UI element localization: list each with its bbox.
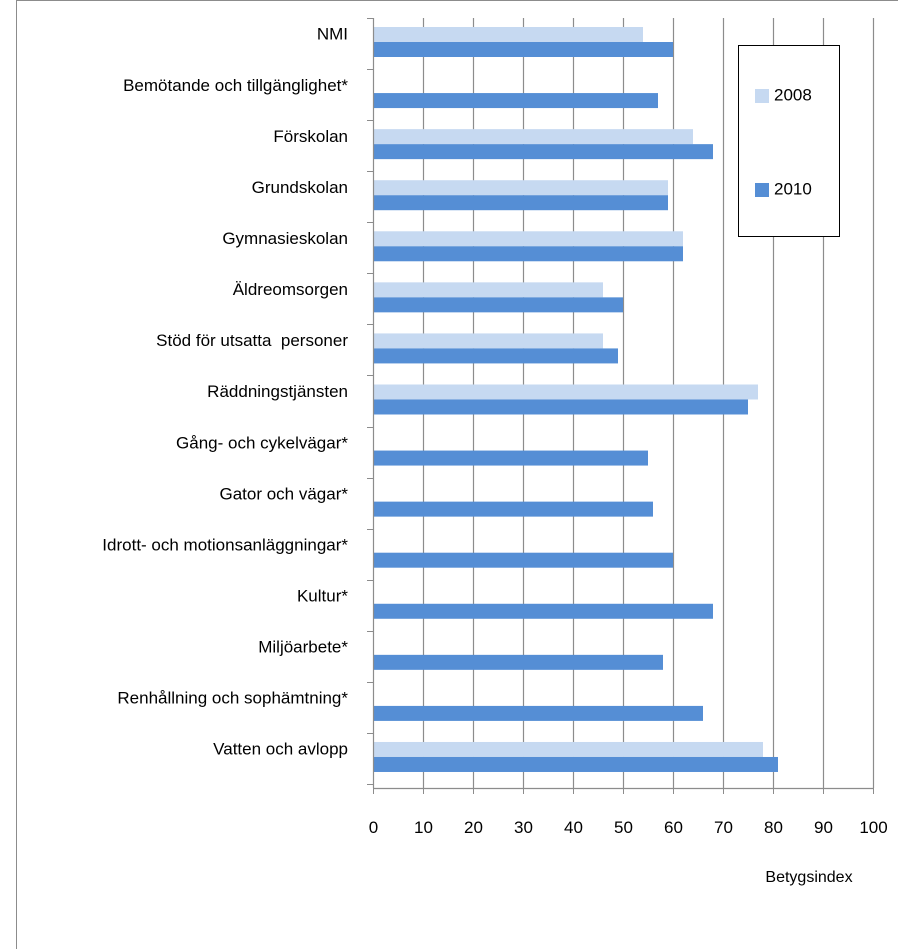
bar-2010 <box>373 297 623 313</box>
x-tick-label: 50 <box>614 818 633 837</box>
bar-2010 <box>373 756 778 772</box>
legend-swatch-2008 <box>755 89 769 103</box>
x-tick-label: 0 <box>369 818 378 837</box>
legend-label-2010: 2010 <box>774 179 812 198</box>
category-label: Gång- och cykelvägar* <box>176 433 348 452</box>
category-label: NMI <box>317 25 348 44</box>
x-tick-label: 100 <box>859 818 887 837</box>
category-label: Äldreomsorgen <box>233 280 348 299</box>
bar-2008 <box>373 333 603 349</box>
bar-2008 <box>373 231 683 247</box>
category-label: Gymnasieskolan <box>222 229 348 248</box>
bar-2010 <box>373 654 663 670</box>
chart-frame <box>16 0 898 949</box>
x-tick-label: 80 <box>764 818 783 837</box>
legend-label-2008: 2008 <box>774 85 812 104</box>
category-label: Renhållning och sophämtning* <box>117 689 348 708</box>
category-label: Vatten och avlopp <box>213 740 348 759</box>
bar-2010 <box>373 195 668 211</box>
category-label: Räddningstjänsten <box>207 382 348 401</box>
bar-2008 <box>373 384 758 400</box>
legend-box <box>738 45 840 237</box>
category-label: Miljöarbete* <box>258 638 348 657</box>
category-label: Stöd för utsatta personer <box>156 331 348 350</box>
x-tick-label: 20 <box>464 818 483 837</box>
bar-2010 <box>373 603 713 619</box>
bar-2010 <box>373 93 658 109</box>
category-label: Förskolan <box>273 127 348 146</box>
bar-2008 <box>373 129 693 145</box>
category-label: Grundskolan <box>252 178 348 197</box>
bar-2008 <box>373 27 643 42</box>
bar-2010 <box>373 144 713 160</box>
category-label: Bemötande och tillgänglighet* <box>123 76 348 95</box>
legend-swatch-2010 <box>755 183 769 197</box>
bar-2010 <box>373 348 618 364</box>
x-tick-label: 60 <box>664 818 683 837</box>
x-tick-label: 90 <box>814 818 833 837</box>
bar-2010 <box>373 399 748 415</box>
x-axis-title: Betygsindex <box>765 869 852 886</box>
category-label: Kultur* <box>297 587 348 606</box>
bar-2010 <box>373 450 648 466</box>
x-tick-label: 70 <box>714 818 733 837</box>
x-tick-label: 10 <box>414 818 433 837</box>
bar-2010 <box>373 552 673 568</box>
bar-2010 <box>373 42 673 57</box>
bar-2010 <box>373 705 703 721</box>
bar-2010 <box>373 501 653 517</box>
category-label: Gator och vägar* <box>219 484 348 503</box>
bar-2008 <box>373 282 603 298</box>
x-tick-label: 40 <box>564 818 583 837</box>
bar-2010 <box>373 246 683 262</box>
category-label: Idrott- och motionsanläggningar* <box>102 535 348 554</box>
bar-2008 <box>373 741 763 757</box>
x-tick-label: 30 <box>514 818 533 837</box>
bar-2008 <box>373 180 668 196</box>
